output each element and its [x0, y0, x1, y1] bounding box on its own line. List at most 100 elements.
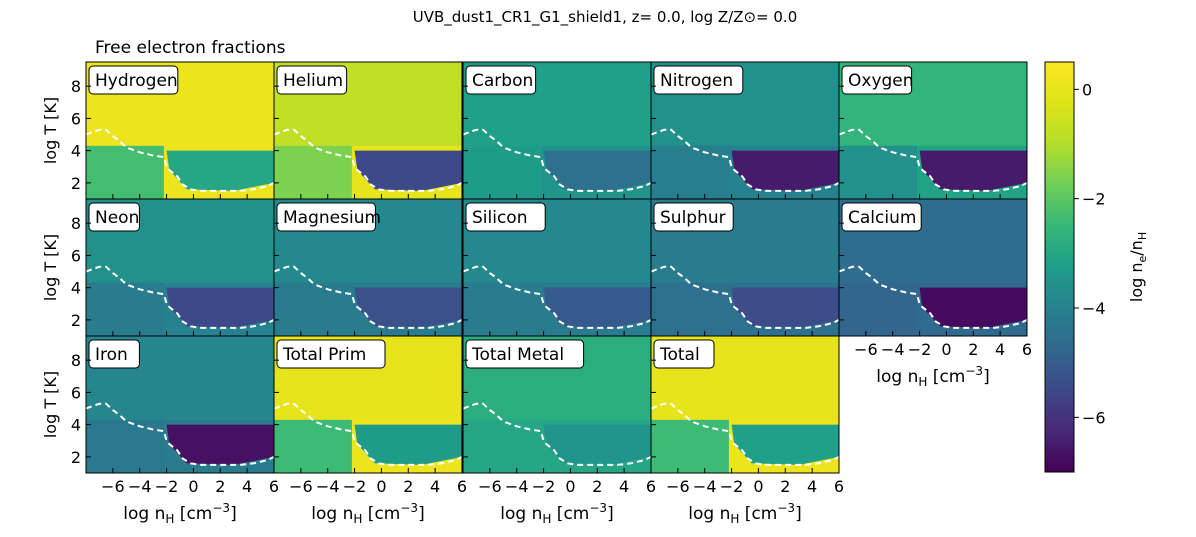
x-tick-label: 4 — [430, 477, 440, 496]
y-tick-label: 6 — [71, 383, 81, 402]
colorbar-label: log ne/nH — [1127, 232, 1149, 302]
panel-label: Carbon — [465, 65, 537, 95]
region-low-density — [274, 419, 352, 473]
x-tick-label: −4 — [316, 477, 340, 496]
panel-label: Hydrogen — [88, 65, 179, 95]
colorbar-tick-label: −4 — [1082, 299, 1106, 318]
y-tick-label: 6 — [71, 246, 81, 265]
panel-frame — [838, 198, 1028, 337]
region-low-density — [86, 419, 164, 473]
x-tick-label: 2 — [215, 477, 225, 496]
x-tick-label: 6 — [834, 477, 844, 496]
x-tick-label: 0 — [565, 477, 575, 496]
colorbar-tick-label: 0 — [1082, 80, 1092, 99]
panel-total-metal: Total Metal — [462, 335, 652, 474]
panel-label-text: Helium — [283, 71, 343, 91]
x-tick-label: −6 — [666, 477, 690, 496]
y-axis-label: log T [K] — [41, 234, 60, 301]
panel-label-text: Neon — [95, 208, 139, 228]
panel-frame — [273, 335, 463, 474]
x-tick-label: 2 — [403, 477, 413, 496]
panel-label: Calcium — [841, 202, 922, 232]
x-tick-label: 0 — [941, 340, 951, 359]
region-low-density — [651, 145, 729, 199]
x-tick-label: −4 — [128, 477, 152, 496]
colorbar-tick-label: −2 — [1082, 190, 1106, 209]
panel-hydrogen: Hydrogen 2 4 6 8 log T [K] — [41, 61, 275, 200]
region-low-density — [274, 145, 352, 199]
x-axis-label: log nH [cm−3] — [688, 501, 801, 526]
panel-label-text: Nitrogen — [660, 71, 733, 91]
x-tick-label: −6 — [289, 477, 313, 496]
panel-label: Nitrogen — [653, 65, 744, 95]
y-tick-label: 8 — [71, 77, 81, 96]
x-tick-label: 0 — [376, 477, 386, 496]
x-tick-label: 6 — [646, 477, 656, 496]
region-low-density — [463, 282, 541, 336]
boundary-curve — [651, 265, 839, 329]
region-core — [166, 424, 274, 465]
x-tick-label: −4 — [881, 340, 905, 359]
y-tick-label: 4 — [71, 416, 81, 435]
x-tick-label: −6 — [478, 477, 502, 496]
figure-title: UVB_dust1_CR1_G1_shield1, z= 0.0, log Z/… — [413, 8, 798, 27]
x-tick-label: 4 — [242, 477, 252, 496]
panel-label: Total Prim — [276, 339, 386, 369]
region-low-density — [463, 419, 541, 473]
panel-label-text: Oxygen — [848, 71, 914, 91]
panel-label: Oxygen — [841, 65, 914, 95]
y-tick-label: 8 — [71, 351, 81, 370]
panel-sulphur: Sulphur — [650, 198, 840, 337]
y-axis-label: log T [K] — [41, 371, 60, 438]
x-tick-label: −4 — [505, 477, 529, 496]
y-tick-label: 8 — [71, 214, 81, 233]
boundary-curve — [839, 128, 1027, 192]
panel-label-text: Carbon — [472, 71, 533, 91]
panel-nitrogen: Nitrogen — [650, 61, 840, 200]
panel-label-text: Magnesium — [283, 208, 381, 228]
boundary-curve — [651, 128, 839, 192]
region-low-density — [463, 145, 541, 199]
x-axis-label: log nH [cm−3] — [876, 364, 989, 389]
y-tick-label: 4 — [71, 142, 81, 161]
x-tick-label: −2 — [720, 477, 744, 496]
x-tick-label: 6 — [1022, 340, 1032, 359]
panel-label: Total Metal — [465, 339, 585, 369]
x-tick-label: 2 — [968, 340, 978, 359]
region-core — [543, 424, 651, 465]
panel-label-text: Total Prim — [282, 345, 366, 365]
x-tick-label: 2 — [780, 477, 790, 496]
y-tick-label: 2 — [71, 174, 81, 193]
boundary-curve — [463, 128, 651, 192]
panel-label: Sulphur — [653, 202, 734, 232]
panel-magnesium: Magnesium — [273, 198, 463, 337]
panel-helium: Helium — [273, 61, 463, 200]
panel-label-text: Iron — [95, 345, 128, 365]
boundary-curve — [463, 265, 651, 329]
panel-label: Magnesium — [276, 202, 381, 232]
panel-calcium: Calcium — [838, 198, 1028, 337]
y-tick-label: 2 — [71, 448, 81, 467]
region-core — [731, 150, 839, 191]
x-tick-label: 4 — [807, 477, 817, 496]
panel-neon: Neon 2 4 6 8 log T [K] — [41, 198, 275, 337]
x-tick-label: −2 — [532, 477, 556, 496]
region-core — [731, 424, 839, 465]
x-tick-label: 0 — [188, 477, 198, 496]
y-axis-label: log T [K] — [41, 97, 60, 164]
panel-label-text: Total Metal — [471, 345, 564, 365]
region-core — [543, 287, 651, 328]
panel-label-text: Hydrogen — [95, 71, 178, 91]
region-core — [731, 287, 839, 328]
region-core — [354, 424, 462, 465]
x-tick-label: 6 — [269, 477, 279, 496]
x-tick-label: 4 — [995, 340, 1005, 359]
y-tick-label: 4 — [71, 279, 81, 298]
colorbar-ticks: 0 −2 −4 −6 — [1074, 80, 1106, 427]
region-core — [166, 150, 274, 191]
x-tick-label: −6 — [101, 477, 125, 496]
boundary-curve — [86, 402, 274, 466]
x-tick-label: −2 — [155, 477, 179, 496]
